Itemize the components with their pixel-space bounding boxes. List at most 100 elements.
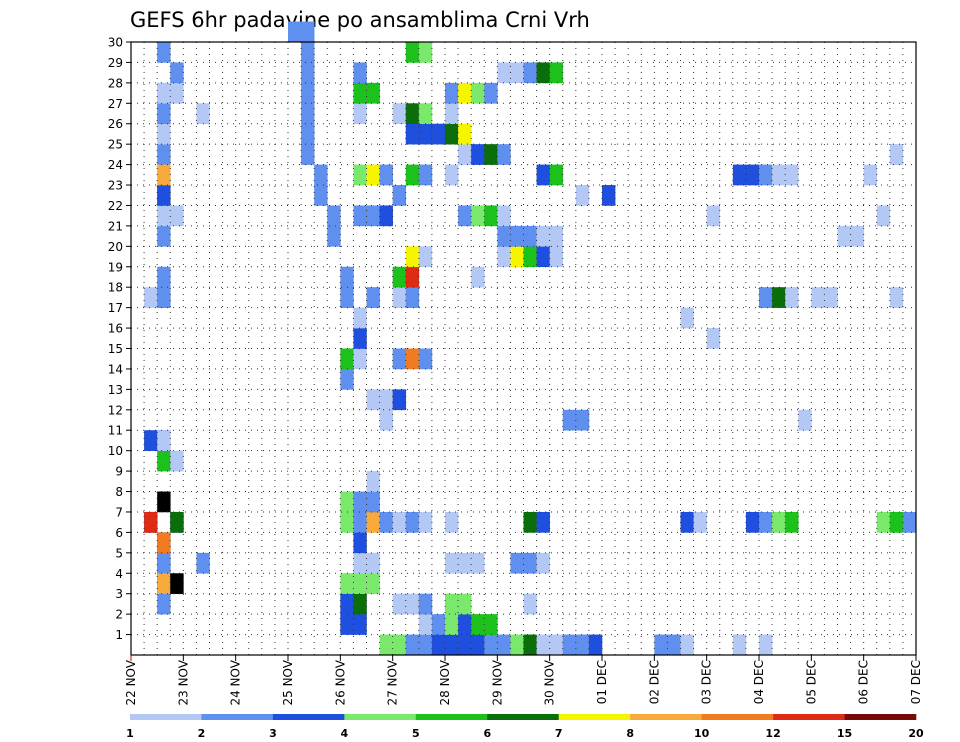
y-tick-label: 21 xyxy=(108,219,123,233)
legend-swatch xyxy=(201,714,274,720)
heatmap-cell xyxy=(562,409,577,431)
heatmap-cell xyxy=(366,205,380,227)
x-tick-label: 03 DEC xyxy=(700,660,714,704)
heatmap-cell xyxy=(523,552,537,574)
heatmap-cell xyxy=(445,593,459,615)
heatmap-cell xyxy=(484,205,498,227)
heatmap-cell xyxy=(418,511,433,533)
heatmap-cell xyxy=(431,123,446,145)
heatmap-cell xyxy=(327,205,341,227)
heatmap-cell xyxy=(340,368,354,390)
heatmap-cell xyxy=(471,82,485,104)
heatmap-cell xyxy=(353,593,367,615)
heatmap-cell xyxy=(301,42,315,63)
heatmap-cell xyxy=(340,593,354,615)
y-tick-label: 24 xyxy=(108,158,123,172)
heatmap-cell xyxy=(497,144,511,165)
legend-swatch xyxy=(130,714,202,720)
heatmap-cell xyxy=(366,389,380,411)
y-tick-label: 3 xyxy=(115,587,123,601)
heatmap-cell xyxy=(301,62,315,84)
heatmap-cell xyxy=(340,287,354,308)
heatmap-cell xyxy=(157,491,171,513)
heatmap-cell xyxy=(497,205,511,227)
heatmap-cell xyxy=(366,471,380,492)
heatmap-cell xyxy=(889,287,904,308)
y-tick-label: 26 xyxy=(108,117,123,131)
heatmap-cell xyxy=(889,144,904,165)
y-tick-label: 25 xyxy=(108,138,123,152)
y-tick-label: 15 xyxy=(108,342,123,356)
legend-swatch xyxy=(630,714,702,720)
legend-swatch xyxy=(844,714,917,720)
x-tick-label: 01 DEC xyxy=(595,660,609,704)
heatmap-cell xyxy=(405,246,420,268)
heatmap-cell xyxy=(759,634,773,656)
heatmap-cell xyxy=(745,164,760,186)
heatmap-cell xyxy=(458,614,472,635)
heatmap-cell xyxy=(680,307,694,329)
legend-label: 10 xyxy=(694,727,710,740)
heatmap-cell xyxy=(850,225,864,247)
y-tick-label: 10 xyxy=(108,444,123,458)
heatmap-cell xyxy=(706,328,721,349)
y-tick-label: 12 xyxy=(108,403,123,417)
heatmap-cell xyxy=(484,82,498,104)
heatmap-cell xyxy=(667,634,681,656)
heatmap-cell xyxy=(366,287,380,308)
heatmap-cell xyxy=(497,634,511,656)
heatmap-cell xyxy=(811,287,825,308)
heatmap-cell xyxy=(536,225,550,247)
heatmap-cell xyxy=(536,62,550,84)
heatmap-cell xyxy=(392,266,407,288)
heatmap-cell xyxy=(157,82,171,104)
heatmap-cell xyxy=(353,511,367,533)
heatmap-cell xyxy=(484,634,498,656)
heatmap-cell xyxy=(759,287,773,308)
heatmap-cell xyxy=(170,82,184,104)
heatmap-cell xyxy=(876,205,891,227)
legend-label: 12 xyxy=(765,727,780,740)
heatmap-cell xyxy=(588,634,603,656)
y-tick-label: 19 xyxy=(108,260,123,274)
heatmap-cell xyxy=(772,164,786,186)
heatmap-cell xyxy=(157,144,171,165)
heatmap-cell xyxy=(314,164,328,186)
heatmap-cell xyxy=(445,103,459,125)
heatmap-cell xyxy=(379,634,393,656)
heatmap-cell xyxy=(353,573,367,594)
x-tick-label: 26 NOV xyxy=(333,659,347,705)
heatmap-cell xyxy=(523,634,537,656)
legend-label: 4 xyxy=(341,727,349,740)
heatmap-cell xyxy=(824,287,838,308)
heatmap-cell xyxy=(575,409,590,431)
y-tick-label: 1 xyxy=(115,628,123,642)
heatmap-cell xyxy=(471,552,485,574)
heatmap-cell xyxy=(157,185,171,206)
x-tick-label: 02 DEC xyxy=(647,660,661,704)
heatmap-cell xyxy=(392,511,407,533)
heatmap-cell xyxy=(654,634,668,656)
heatmap-cell xyxy=(575,634,590,656)
heatmap-cell xyxy=(144,511,158,533)
heatmap-cell xyxy=(170,205,184,227)
heatmap-cell xyxy=(340,348,354,370)
heatmap-cell xyxy=(785,511,799,533)
legend: 1 2 3 4 5 6 7 8 10 12 15 20 xyxy=(126,714,924,740)
x-tick-label: 28 NOV xyxy=(438,659,452,705)
heatmap-cell xyxy=(510,634,524,656)
x-axis: 22 NOV 23 NOV 24 NOV 25 NOV 26 NOV 27 NOV 28 N… xyxy=(124,655,923,706)
legend-label: 8 xyxy=(626,727,634,740)
heatmap-cell xyxy=(458,205,472,227)
heatmap-cell xyxy=(431,634,446,656)
heatmap-cell xyxy=(392,348,407,370)
heatmap-cell xyxy=(680,511,694,533)
y-tick-label: 20 xyxy=(108,240,123,254)
heatmap-cell xyxy=(157,430,171,451)
heatmap-cell xyxy=(170,573,184,594)
heatmap-cell xyxy=(458,634,472,656)
legend-label: 5 xyxy=(412,727,420,740)
heatmap-cell xyxy=(523,62,537,84)
heatmap-cell xyxy=(366,491,380,513)
heatmap-cell xyxy=(340,491,354,513)
